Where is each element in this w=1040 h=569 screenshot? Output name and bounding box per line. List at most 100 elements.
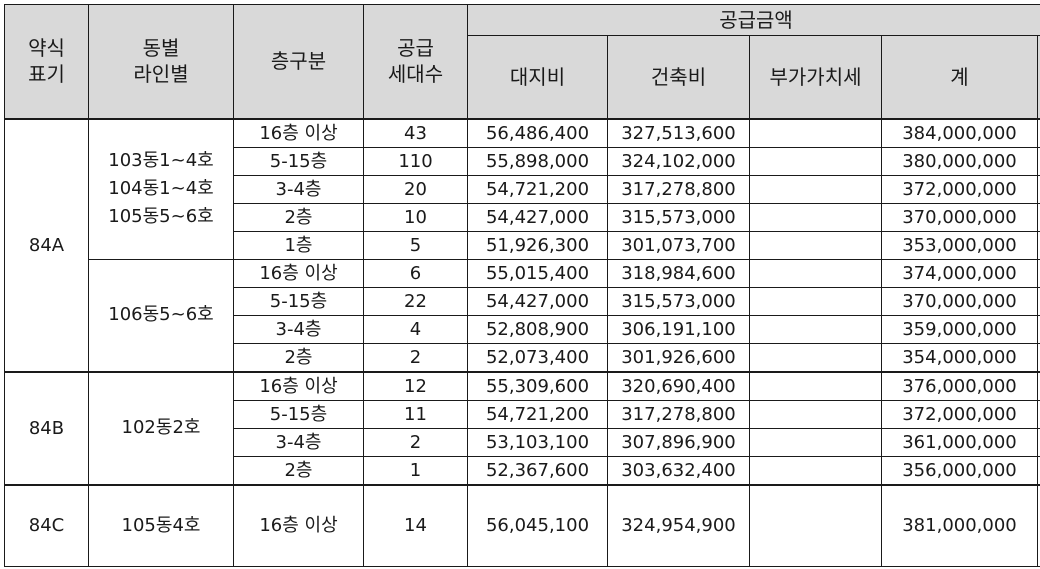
table-row: 5-15층 110 55,898,000 324,102,000 380,000,000 (5, 146, 1040, 176)
floor-cell: 3-4층 (233, 174, 364, 204)
header-line-line: 라인별 (133, 62, 189, 87)
supply-price-table: 약식 표기 동별 라인별 층구분 공급 세대수 공급금액 대지비 건축비 부가가치세 … (4, 4, 1040, 567)
type-cell: 84A (4, 117, 89, 372)
line-label: 104동1~4호 (108, 178, 214, 199)
building-cell: 324,102,000 (607, 146, 750, 176)
floor-cell: 16층 이상 (233, 370, 364, 401)
table-row: 3-4층 2 53,103,100 307,896,900 361,000,000 (5, 427, 1040, 457)
total-cell: 376,000,000 (881, 370, 1038, 401)
building-cell: 315,573,000 (607, 202, 750, 232)
vat-cell (749, 174, 882, 204)
building-cell: 327,513,600 (607, 117, 750, 148)
line-cell: 105동4호 (88, 483, 234, 567)
total-cell: 370,000,000 (881, 286, 1038, 316)
header-type-label: 약식 표기 (6, 35, 88, 87)
total-cell: 372,000,000 (881, 174, 1038, 204)
line-label: 106동5~6호 (108, 304, 214, 325)
vat-cell (749, 230, 882, 260)
header-units: 공급 세대수 (363, 4, 468, 119)
vat-cell (749, 146, 882, 176)
units-cell: 4 (363, 314, 468, 344)
floor-cell: 3-4층 (233, 314, 364, 344)
land-cell: 55,309,600 (467, 370, 608, 401)
header-building: 건축비 (607, 35, 750, 119)
header-units-line: 공급 (397, 36, 434, 61)
floor-cell: 2층 (233, 202, 364, 232)
floor-cell: 2층 (233, 455, 364, 485)
vat-cell (749, 342, 882, 372)
building-cell: 324,954,900 (607, 483, 750, 567)
units-cell: 2 (363, 342, 468, 372)
table-row: 5-15층 11 54,721,200 317,278,800 372,000,000 (5, 399, 1040, 429)
header-units-line: 세대수 (387, 62, 444, 87)
total-cell: 359,000,000 (881, 314, 1038, 344)
land-cell: 56,486,400 (467, 117, 608, 148)
table-row: 106동5~6호 16층 이상 6 55,015,400 318,984,600 374,… (5, 258, 1040, 372)
header-supply-price: 공급금액 (467, 4, 1040, 36)
floor-cell: 3-4층 (233, 427, 364, 457)
header-line-label: 동별 라인별 (90, 35, 233, 87)
building-cell: 320,690,400 (607, 370, 750, 401)
land-cell: 52,073,400 (467, 342, 608, 372)
units-cell: 20 (363, 174, 468, 204)
land-cell: 54,721,200 (467, 174, 608, 204)
table-row: 2층 2 52,073,400 301,926,600 354,000,000 (5, 342, 1040, 372)
header-total: 계 (881, 35, 1038, 119)
floor-cell: 5-15층 (233, 286, 364, 316)
building-cell: 301,926,600 (607, 342, 750, 372)
total-cell: 384,000,000 (881, 117, 1038, 148)
floor-cell: 2층 (233, 342, 364, 372)
line-label: 102동2호 (121, 417, 201, 438)
line-cell: 102동2호 (88, 370, 234, 485)
vat-cell (749, 258, 882, 288)
building-cell: 303,632,400 (607, 455, 750, 485)
table-body: 84A 103동1~4호 104동1~4호 105동5~6호 16층 이상 43 56,48… (4, 117, 1040, 567)
building-cell: 315,573,000 (607, 286, 750, 316)
units-cell: 43 (363, 117, 468, 148)
land-cell: 56,045,100 (467, 483, 608, 567)
total-cell: 361,000,000 (881, 427, 1038, 457)
floor-cell: 16층 이상 (233, 117, 364, 148)
units-cell: 110 (363, 146, 468, 176)
header-type-line: 약식 (28, 36, 65, 61)
units-cell: 6 (363, 258, 468, 288)
vat-cell (749, 202, 882, 232)
table-row: 3-4층 4 52,808,900 306,191,100 359,000,000 (5, 314, 1040, 344)
land-cell: 55,898,000 (467, 146, 608, 176)
units-cell: 11 (363, 399, 468, 429)
table-row: 2층 10 54,427,000 315,573,000 370,000,000 (5, 202, 1040, 232)
vat-cell (749, 117, 882, 148)
header-vat: 부가가치세 (749, 35, 882, 119)
units-cell: 10 (363, 202, 468, 232)
table-row: 84B 102동2호 16층 이상 12 55,309,600 320,690,400 37… (4, 370, 1040, 485)
units-cell: 14 (363, 483, 468, 567)
units-cell: 12 (363, 370, 468, 401)
header-type-line: 표기 (28, 62, 65, 87)
land-cell: 52,808,900 (467, 314, 608, 344)
land-cell: 51,926,300 (467, 230, 608, 260)
land-cell: 52,367,600 (467, 455, 608, 485)
floor-cell: 16층 이상 (233, 258, 364, 288)
land-cell: 54,427,000 (467, 286, 608, 316)
edge-cell (1037, 314, 1040, 344)
floor-cell: 1층 (233, 230, 364, 260)
table-row: 5-15층 22 54,427,000 315,573,000 370,000,000 (5, 286, 1040, 316)
table-row: 84C 105동4호 16층 이상 14 56,045,100 324,954,900 38… (4, 483, 1040, 567)
building-cell: 307,896,900 (607, 427, 750, 457)
header-land: 대지비 (467, 35, 608, 119)
floor-cell: 16층 이상 (233, 483, 364, 567)
total-cell: 370,000,000 (881, 202, 1038, 232)
total-cell: 353,000,000 (881, 230, 1038, 260)
land-cell: 54,427,000 (467, 202, 608, 232)
line-label: 105동4호 (121, 514, 201, 536)
building-cell: 306,191,100 (607, 314, 750, 344)
type-cell: 84C (4, 483, 89, 567)
building-cell: 318,984,600 (607, 258, 750, 288)
vat-cell (749, 370, 882, 401)
table-row: 3-4층 20 54,721,200 317,278,800 372,000,000 (5, 174, 1040, 204)
type-cell: 84B (4, 370, 89, 485)
vat-cell (749, 399, 882, 429)
units-cell: 22 (363, 286, 468, 316)
building-cell: 317,278,800 (607, 399, 750, 429)
header-line: 동별 라인별 (88, 4, 234, 119)
